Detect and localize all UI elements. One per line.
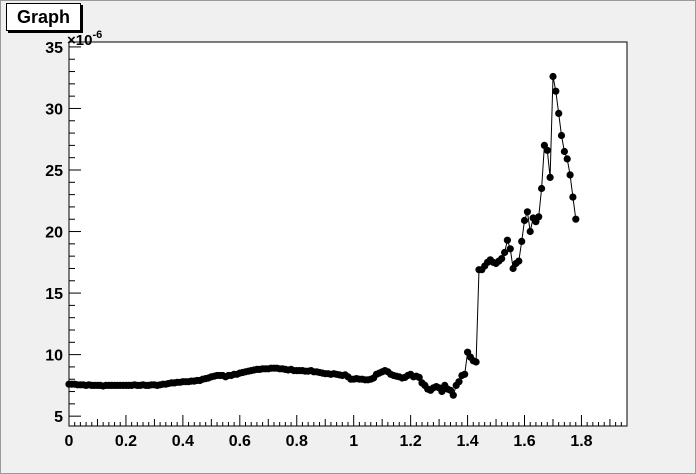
x-axis: 0 0.2 0.4 0.6 0.8 1 1.2 1.4 1.6 1.8	[65, 415, 628, 450]
x-tick-label: 1.8	[570, 433, 592, 450]
x-tick-label: 0.8	[286, 433, 308, 450]
data-point	[566, 171, 574, 179]
plot-area	[68, 41, 628, 427]
data-point	[543, 146, 551, 154]
y-multiplier-label: ×10-6	[67, 29, 102, 49]
y-tick-label: 5	[54, 409, 63, 426]
x-tick-label: 1.4	[456, 433, 478, 450]
data-point	[555, 109, 563, 117]
data-point	[523, 208, 532, 216]
data-point	[552, 87, 560, 95]
data-markers	[65, 72, 580, 399]
y-axis: 5 10 15 20 25 30 35	[45, 40, 81, 426]
data-point	[538, 184, 546, 193]
x-tick-label: 1.2	[400, 433, 422, 450]
data-point	[569, 193, 577, 201]
y-tick-label: 30	[45, 101, 63, 118]
data-point	[472, 358, 480, 366]
data-point	[449, 391, 457, 399]
data-point	[546, 173, 554, 181]
x-tick-label: 0.2	[115, 433, 137, 450]
data-point	[563, 155, 571, 163]
data-point	[535, 213, 543, 221]
data-point	[415, 373, 423, 381]
y-tick-label: 25	[45, 163, 63, 180]
y-tick-label: 20	[45, 225, 63, 242]
graph-title[interactable]: Graph	[6, 3, 82, 31]
x-tick-label: 0	[65, 433, 74, 450]
data-point	[503, 236, 511, 244]
data-point	[557, 131, 566, 140]
y-tick-label: 15	[45, 286, 63, 303]
data-point	[549, 72, 557, 81]
data-point	[518, 237, 526, 245]
data-point	[501, 248, 509, 257]
data-point	[526, 227, 534, 236]
y-tick-label: 35	[45, 40, 63, 57]
data-point	[461, 370, 469, 378]
x-tick-label: 0.6	[229, 433, 251, 450]
data-point	[455, 378, 463, 386]
x-tick-label: 0.4	[172, 433, 194, 450]
y-tick-label: 10	[45, 348, 63, 365]
data-point	[520, 216, 529, 225]
x-tick-label: 1	[349, 433, 358, 450]
data-point	[438, 387, 446, 396]
data-point	[506, 245, 514, 253]
data-point	[572, 215, 580, 223]
data-point	[560, 147, 569, 156]
data-point	[515, 257, 523, 265]
x-tick-label: 1.6	[513, 433, 535, 450]
data-point	[498, 255, 506, 263]
